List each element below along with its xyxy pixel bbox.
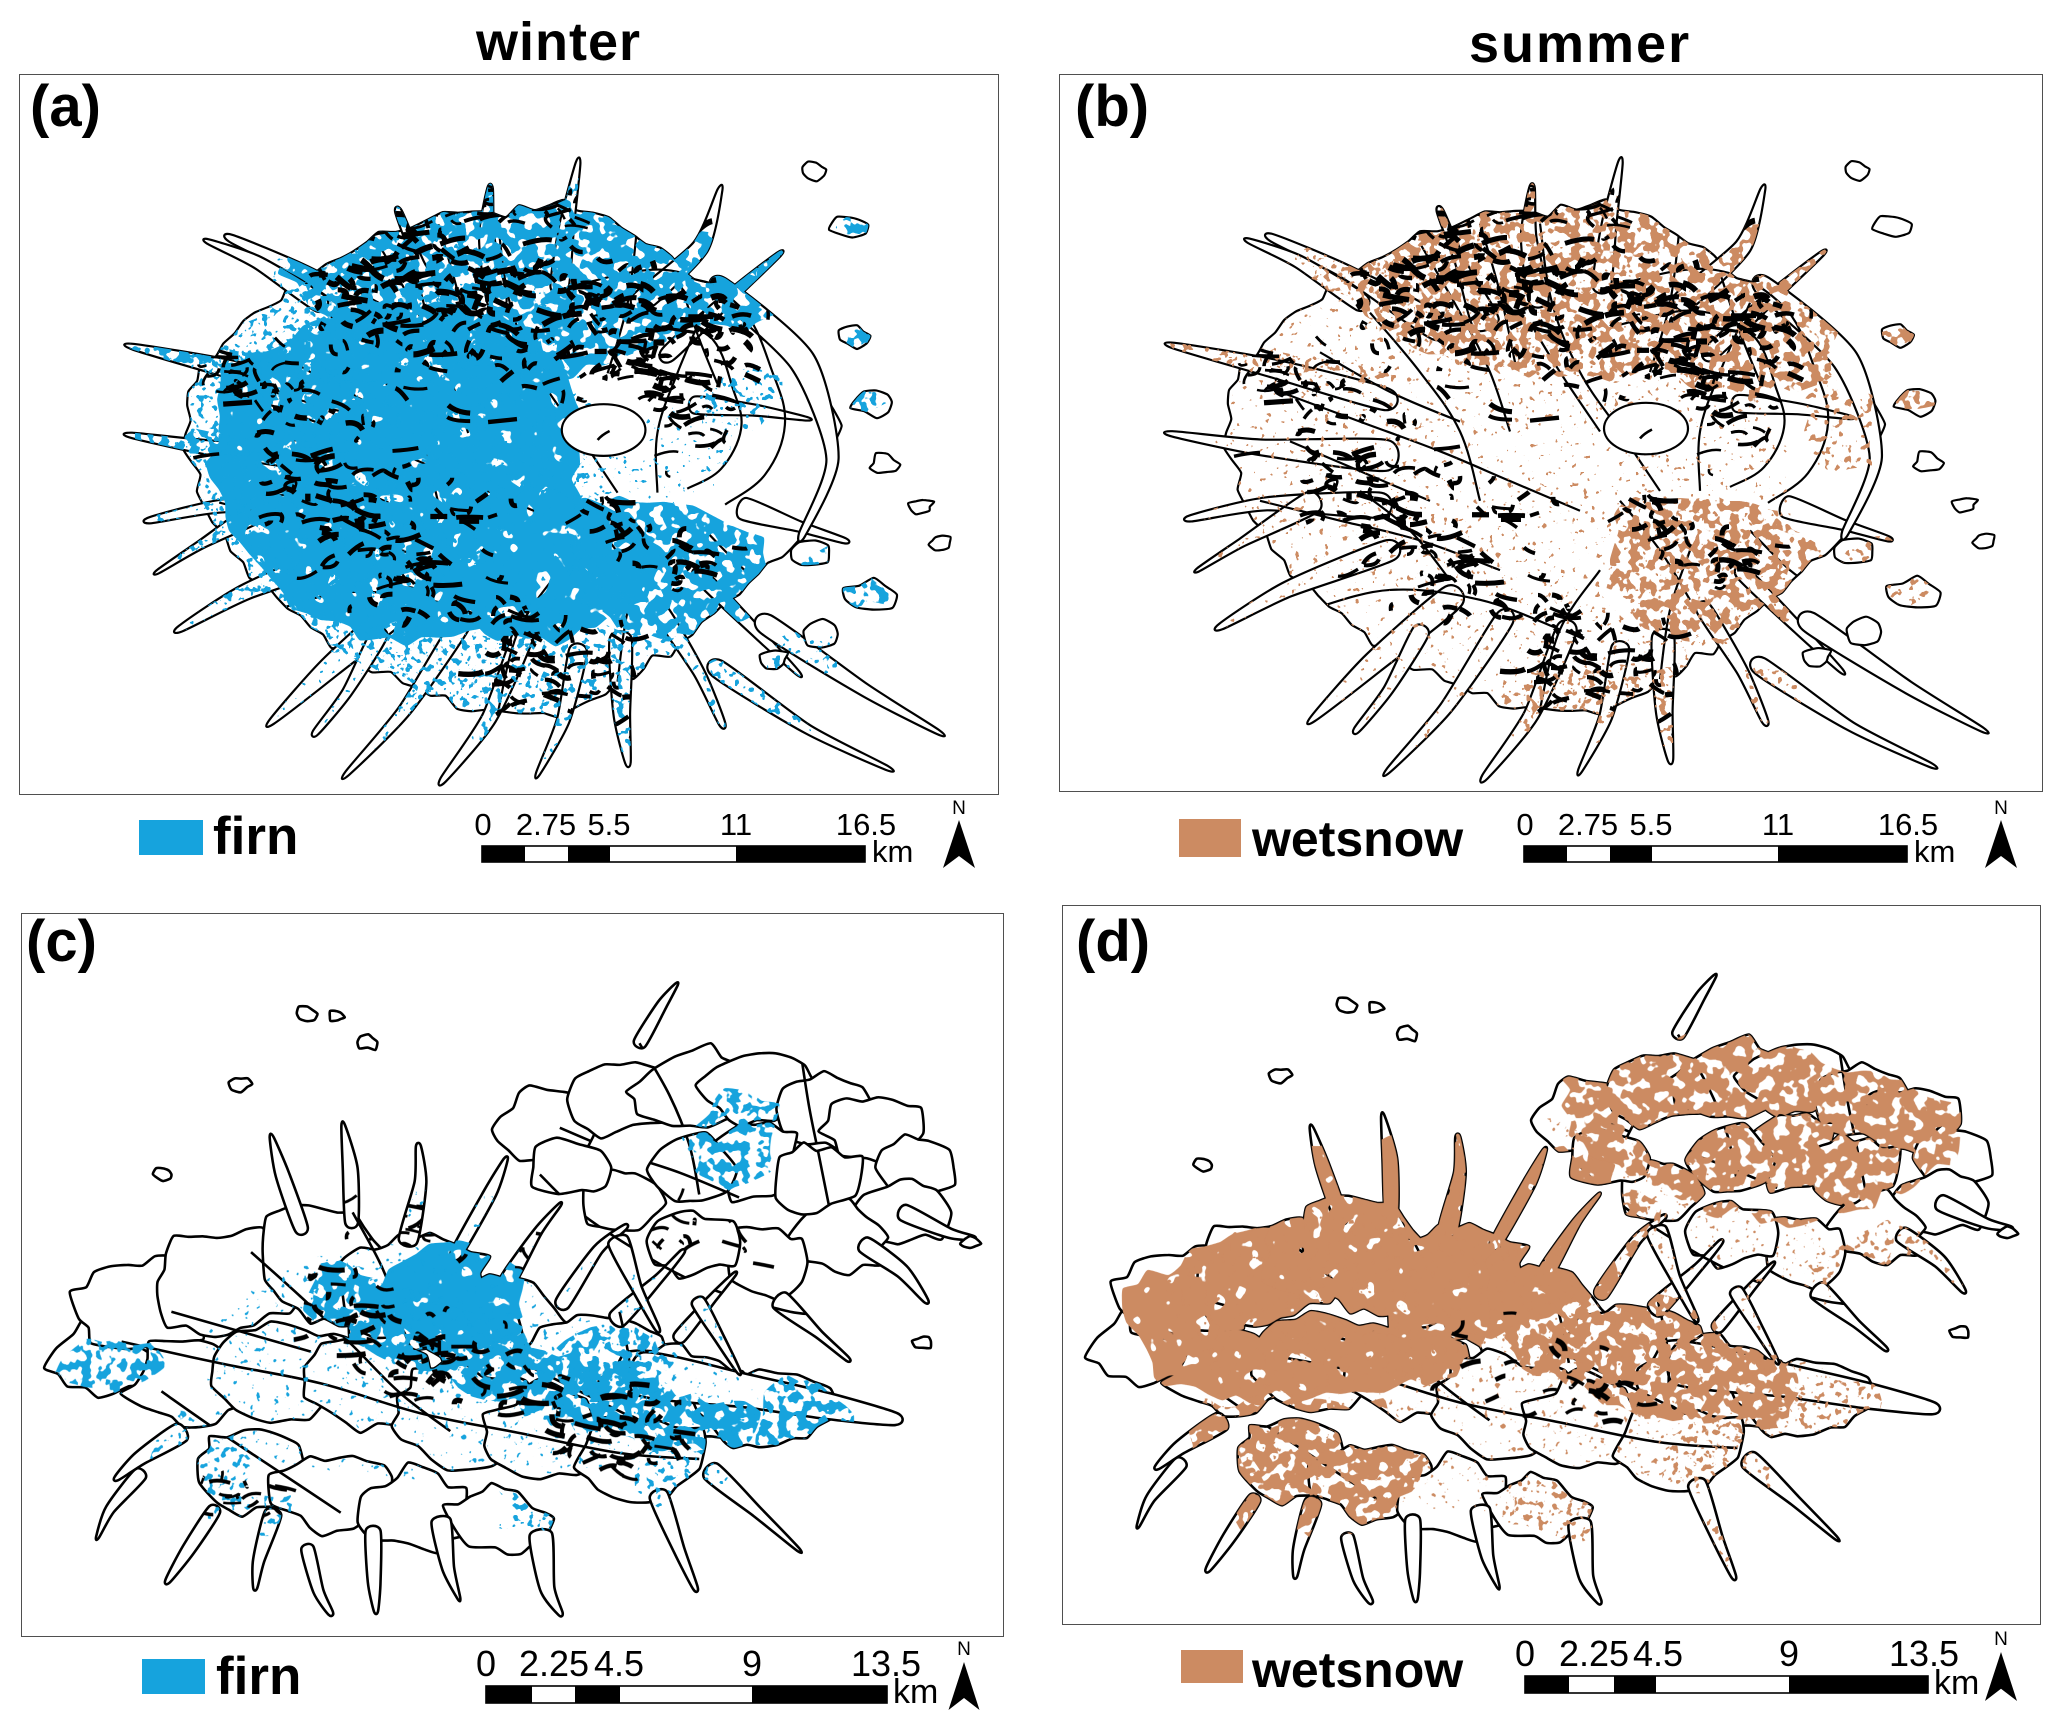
svg-text:N: N [957, 1639, 971, 1660]
svg-text:km: km [872, 834, 913, 869]
svg-text:2.75: 2.75 [1558, 807, 1618, 842]
svg-text:4.5: 4.5 [1633, 1633, 1683, 1674]
svg-text:km: km [1914, 834, 1955, 869]
svg-text:9: 9 [1779, 1633, 1799, 1674]
svg-text:11: 11 [1762, 807, 1794, 842]
svg-text:13.5: 13.5 [851, 1643, 921, 1684]
svg-text:N: N [952, 798, 966, 819]
svg-text:0: 0 [1515, 1633, 1535, 1674]
svg-text:N: N [1994, 798, 2008, 819]
svg-text:5.5: 5.5 [1629, 807, 1672, 842]
svg-text:km: km [893, 1673, 938, 1711]
svg-text:5.5: 5.5 [587, 807, 630, 842]
svg-text:km: km [1934, 1664, 1979, 1702]
svg-text:9: 9 [742, 1643, 762, 1684]
svg-text:11: 11 [720, 807, 752, 842]
svg-text:13.5: 13.5 [1889, 1633, 1959, 1674]
svg-text:2.25: 2.25 [1559, 1633, 1629, 1674]
svg-text:0: 0 [1516, 807, 1533, 842]
svg-text:16.5: 16.5 [1878, 807, 1938, 842]
svg-text:2.25: 2.25 [519, 1643, 589, 1684]
svg-text:firn: firn [213, 807, 298, 866]
svg-text:N: N [1994, 1629, 2008, 1650]
svg-text:0: 0 [476, 1643, 496, 1684]
svg-text:2.75: 2.75 [516, 807, 576, 842]
svg-text:wetsnow: wetsnow [1251, 811, 1463, 867]
svg-text:0: 0 [474, 807, 491, 842]
svg-text:16.5: 16.5 [836, 807, 896, 842]
svg-text:wetsnow: wetsnow [1251, 1642, 1463, 1698]
svg-text:4.5: 4.5 [594, 1643, 644, 1684]
svg-text:firn: firn [216, 1647, 301, 1706]
